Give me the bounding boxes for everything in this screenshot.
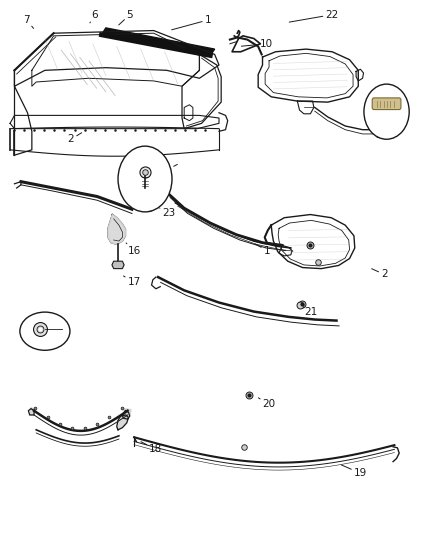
Polygon shape	[102, 28, 215, 55]
Text: 18: 18	[141, 442, 162, 455]
Text: 16: 16	[126, 243, 141, 256]
Text: 7: 7	[23, 15, 34, 28]
Polygon shape	[30, 408, 35, 415]
Text: 6: 6	[90, 10, 98, 23]
Text: 5: 5	[119, 10, 133, 25]
Text: 10: 10	[241, 39, 273, 49]
Polygon shape	[117, 415, 128, 430]
FancyBboxPatch shape	[372, 98, 401, 110]
Polygon shape	[108, 215, 125, 244]
Text: 24: 24	[123, 182, 138, 195]
Text: 25: 25	[45, 325, 61, 336]
Circle shape	[364, 84, 409, 139]
Text: 19: 19	[341, 465, 367, 478]
Text: 20: 20	[258, 398, 276, 409]
Polygon shape	[123, 409, 131, 418]
Text: 2: 2	[68, 133, 82, 144]
Ellipse shape	[20, 312, 70, 350]
Text: 23: 23	[159, 208, 176, 219]
Text: 21: 21	[303, 303, 317, 317]
Text: 22: 22	[289, 10, 339, 22]
Text: 22: 22	[158, 164, 177, 176]
Polygon shape	[112, 261, 124, 269]
Text: 1: 1	[172, 15, 212, 30]
Text: 27: 27	[371, 127, 389, 140]
Text: 2: 2	[372, 269, 388, 279]
Text: 17: 17	[124, 276, 141, 287]
Text: 1: 1	[255, 244, 270, 256]
Circle shape	[118, 146, 172, 212]
